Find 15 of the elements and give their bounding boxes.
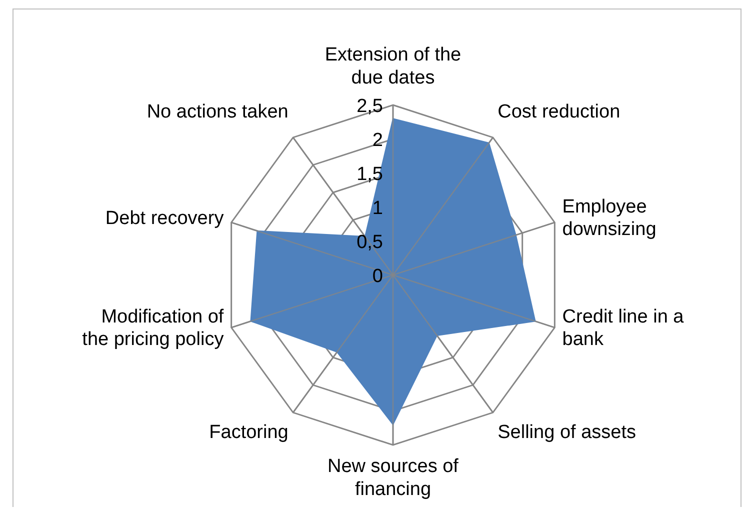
spoke-label: Employee downsizing xyxy=(562,196,656,240)
spoke-label: Credit line in a bank xyxy=(562,306,684,350)
spoke-label: Extension of the due dates xyxy=(324,44,462,88)
y-tick-label: 2 xyxy=(372,130,383,151)
y-tick-label: 1 xyxy=(372,198,383,219)
spoke-label: Debt recovery xyxy=(105,208,224,229)
y-tick-label: 2,5 xyxy=(356,96,383,117)
spoke-label: Factoring xyxy=(209,422,288,444)
spoke-label: No actions taken xyxy=(146,101,288,122)
spoke-label: Cost reduction xyxy=(498,101,620,122)
spoke-label: Modification of the pricing policy xyxy=(82,306,224,350)
y-tick-label: 0 xyxy=(372,266,383,287)
y-tick-label: 0,5 xyxy=(356,232,383,253)
spoke-label: New sources of financing xyxy=(328,456,460,500)
spoke-label: Selling of assets xyxy=(498,422,636,444)
